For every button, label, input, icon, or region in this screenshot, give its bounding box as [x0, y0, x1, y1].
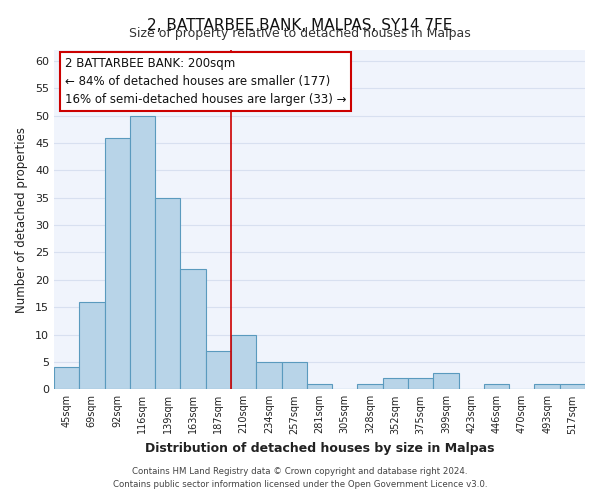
Bar	[307, 384, 332, 390]
Text: Size of property relative to detached houses in Malpas: Size of property relative to detached ho…	[129, 28, 471, 40]
Bar	[54, 368, 79, 390]
Bar	[433, 373, 458, 390]
Bar	[256, 362, 281, 390]
Text: Contains HM Land Registry data © Crown copyright and database right 2024.
Contai: Contains HM Land Registry data © Crown c…	[113, 467, 487, 489]
Text: 2, BATTARBEE BANK, MALPAS, SY14 7FE: 2, BATTARBEE BANK, MALPAS, SY14 7FE	[148, 18, 452, 32]
Bar	[79, 302, 104, 390]
Bar	[383, 378, 408, 390]
Bar	[535, 384, 560, 390]
Bar	[358, 384, 383, 390]
Bar	[206, 351, 231, 390]
Bar	[484, 384, 509, 390]
Bar	[104, 138, 130, 390]
Bar	[231, 334, 256, 390]
Y-axis label: Number of detached properties: Number of detached properties	[15, 126, 28, 312]
Bar	[281, 362, 307, 390]
Bar	[560, 384, 585, 390]
Bar	[408, 378, 433, 390]
Text: 2 BATTARBEE BANK: 200sqm
← 84% of detached houses are smaller (177)
16% of semi-: 2 BATTARBEE BANK: 200sqm ← 84% of detach…	[65, 57, 346, 106]
X-axis label: Distribution of detached houses by size in Malpas: Distribution of detached houses by size …	[145, 442, 494, 455]
Bar	[181, 269, 206, 390]
Bar	[130, 116, 155, 390]
Bar	[155, 198, 181, 390]
